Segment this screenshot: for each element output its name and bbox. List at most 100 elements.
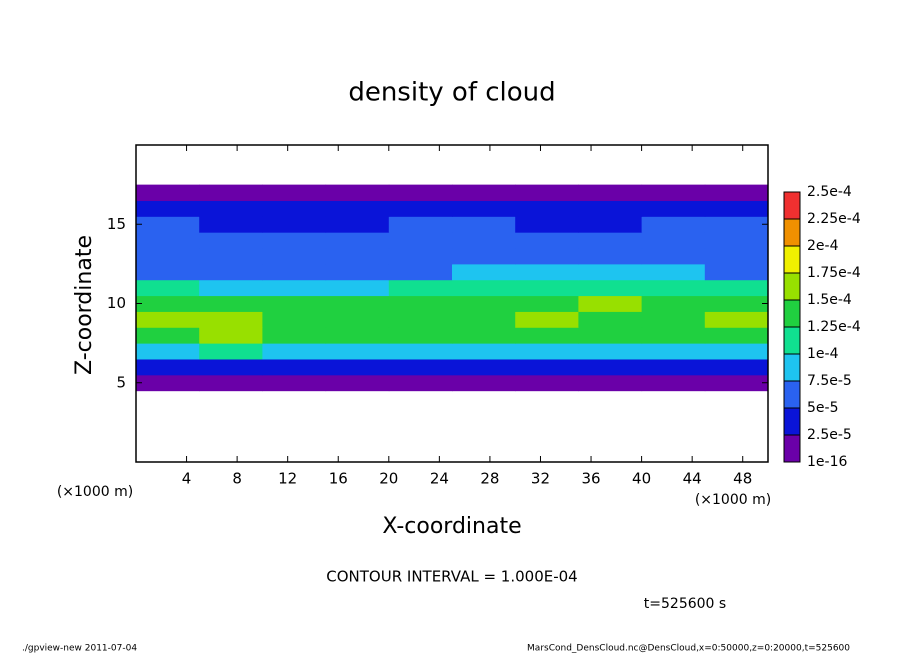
heat-cell xyxy=(388,232,453,249)
heat-cell xyxy=(515,343,579,360)
heat-cell xyxy=(325,248,390,265)
heat-cell xyxy=(515,184,579,201)
time-label: t=525600 s xyxy=(644,596,726,612)
heat-cell xyxy=(325,295,390,312)
heat-cell xyxy=(136,200,200,217)
heat-cell xyxy=(578,232,643,249)
heat-cell xyxy=(262,343,327,360)
heat-cell xyxy=(704,358,769,376)
x-tick-label: 40 xyxy=(632,470,651,488)
heat-cell xyxy=(199,343,263,360)
heat-cell xyxy=(578,311,643,328)
colorbar-band xyxy=(784,273,800,300)
x-tick-label: 44 xyxy=(683,470,702,488)
heat-cell xyxy=(704,200,769,217)
heat-cell xyxy=(515,374,579,392)
x-tick-label: 36 xyxy=(581,470,600,488)
x-tick-label: 12 xyxy=(278,470,297,488)
heat-cell xyxy=(452,279,516,297)
heat-cell xyxy=(388,216,453,233)
heat-cell xyxy=(704,279,769,297)
colorbar-label: 2.25e-4 xyxy=(807,211,861,227)
heat-cell xyxy=(704,184,769,201)
colorbar-band xyxy=(784,219,800,246)
y-tick-label: 5 xyxy=(116,373,126,391)
heat-cell xyxy=(578,279,643,297)
heat-cell xyxy=(388,200,453,217)
chart-title: density of cloud xyxy=(348,78,555,108)
heat-cell xyxy=(452,184,516,201)
heat-cell xyxy=(704,327,769,344)
y-tick-label: 10 xyxy=(107,294,126,312)
heat-cell xyxy=(325,279,390,297)
heat-cell xyxy=(452,295,516,312)
contour-interval: CONTOUR INTERVAL = 1.000E-04 xyxy=(326,568,577,586)
x-axis-label: X-coordinate xyxy=(382,514,521,539)
heat-cell xyxy=(388,343,453,360)
heat-cell xyxy=(452,327,516,344)
heat-cell xyxy=(262,184,327,201)
heat-cell xyxy=(515,263,579,281)
heat-cell xyxy=(641,327,706,344)
heat-cell xyxy=(641,232,706,249)
heat-cell xyxy=(136,374,200,392)
heat-cell xyxy=(641,374,706,392)
x-tick-label: 8 xyxy=(232,470,242,488)
heat-cell xyxy=(325,343,390,360)
heat-cell xyxy=(136,295,200,312)
heat-cell xyxy=(515,248,579,265)
heat-cell xyxy=(452,216,516,233)
heat-cell xyxy=(199,263,263,281)
colorbar-band xyxy=(784,408,800,435)
heat-cell xyxy=(262,248,327,265)
heat-cell xyxy=(262,311,327,328)
heat-cell xyxy=(578,374,643,392)
x-tick-label: 16 xyxy=(329,470,348,488)
heat-cell xyxy=(199,216,263,233)
heat-cell xyxy=(704,343,769,360)
heat-cell xyxy=(136,327,200,344)
heat-cell xyxy=(388,358,453,376)
colorbar-band xyxy=(784,381,800,408)
heat-cell xyxy=(388,263,453,281)
heat-cell xyxy=(262,295,327,312)
heat-cell xyxy=(325,200,390,217)
heat-cell xyxy=(452,358,516,376)
footer-left: ./gpview-new 2011-07-04 xyxy=(22,644,137,654)
heat-cell xyxy=(136,263,200,281)
heat-cell xyxy=(515,232,579,249)
heat-cell xyxy=(199,358,263,376)
heat-cell xyxy=(325,327,390,344)
heat-cell xyxy=(515,216,579,233)
heat-cell xyxy=(641,200,706,217)
heat-cell xyxy=(515,327,579,344)
heat-cell xyxy=(262,232,327,249)
x-tick-label: 32 xyxy=(531,470,550,488)
heat-cell xyxy=(704,295,769,312)
heat-cell xyxy=(452,232,516,249)
heat-cell xyxy=(578,216,643,233)
heat-cell xyxy=(136,311,200,328)
heat-cell xyxy=(262,327,327,344)
heat-cell xyxy=(578,327,643,344)
heat-cell xyxy=(325,358,390,376)
heat-cell xyxy=(641,343,706,360)
heat-cell xyxy=(578,200,643,217)
heat-cell xyxy=(136,358,200,376)
heat-cell xyxy=(199,295,263,312)
colorbar-band xyxy=(784,300,800,327)
heat-cell xyxy=(578,343,643,360)
colorbar-band xyxy=(784,327,800,354)
heat-cell xyxy=(199,327,263,344)
heat-cell xyxy=(388,327,453,344)
heat-cell xyxy=(578,295,643,312)
y-tick-label: 15 xyxy=(107,215,126,233)
heat-cell xyxy=(704,232,769,249)
heat-cell xyxy=(325,184,390,201)
heat-cell xyxy=(641,279,706,297)
heat-cell xyxy=(325,263,390,281)
heat-cell xyxy=(452,200,516,217)
colorbar-label: 1e-16 xyxy=(807,454,847,470)
heat-cell xyxy=(388,279,453,297)
colorbar-label: 1.5e-4 xyxy=(807,292,852,308)
